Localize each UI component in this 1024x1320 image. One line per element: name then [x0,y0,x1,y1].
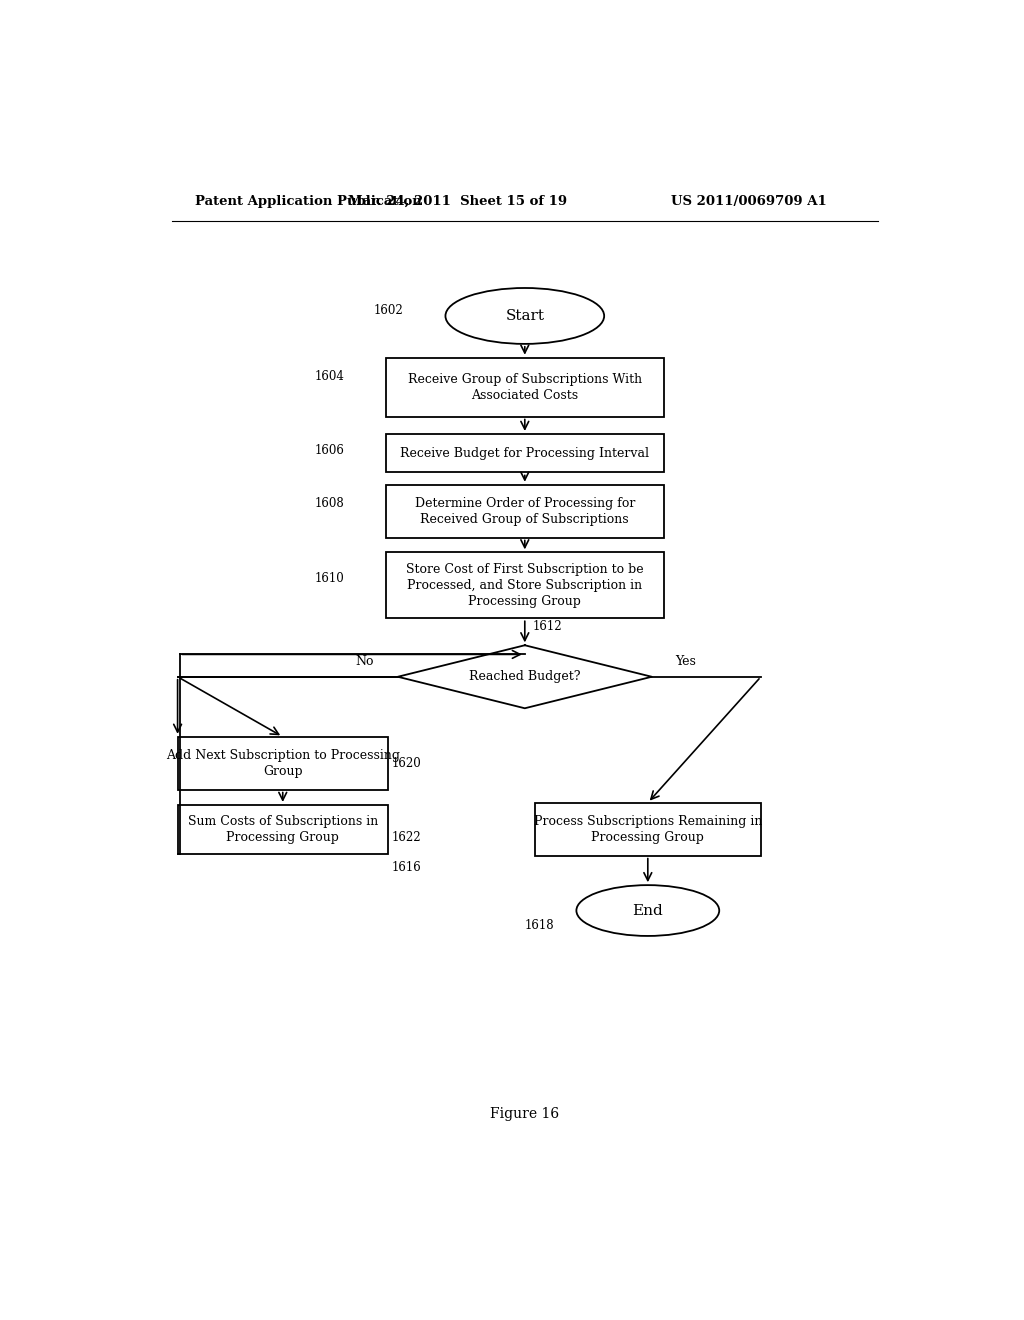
Text: Patent Application Publication: Patent Application Publication [196,194,422,207]
Text: Receive Budget for Processing Interval: Receive Budget for Processing Interval [400,446,649,459]
Text: Sum Costs of Subscriptions in
Processing Group: Sum Costs of Subscriptions in Processing… [187,814,378,843]
Text: Add Next Subscription to Processing
Group: Add Next Subscription to Processing Grou… [166,748,399,777]
Text: 1606: 1606 [314,444,344,457]
Text: Mar. 24, 2011  Sheet 15 of 19: Mar. 24, 2011 Sheet 15 of 19 [348,194,567,207]
Bar [386,358,664,417]
Text: 1618: 1618 [524,919,554,932]
Text: Figure 16: Figure 16 [490,1106,559,1121]
Text: 1616: 1616 [392,862,422,874]
Text: Start: Start [505,309,545,323]
Text: 1608: 1608 [314,498,344,511]
Bar [177,805,388,854]
Bar [535,803,761,855]
Bar [386,484,664,537]
Bar [386,552,664,618]
Text: Yes: Yes [676,655,696,668]
Text: 1612: 1612 [532,620,562,634]
Bar [386,434,664,473]
Text: No: No [355,655,374,668]
Text: Determine Order of Processing for
Received Group of Subscriptions: Determine Order of Processing for Receiv… [415,496,635,525]
Text: 1622: 1622 [392,830,422,843]
Text: Receive Group of Subscriptions With
Associated Costs: Receive Group of Subscriptions With Asso… [408,372,642,401]
Bar [177,737,388,789]
Text: 1602: 1602 [374,305,403,317]
Text: 1620: 1620 [392,756,422,770]
Text: US 2011/0069709 A1: US 2011/0069709 A1 [671,194,826,207]
Text: End: End [633,903,664,917]
Text: 1610: 1610 [314,572,344,585]
Text: Process Subscriptions Remaining in
Processing Group: Process Subscriptions Remaining in Proce… [534,814,762,843]
Text: 1604: 1604 [314,371,344,383]
Text: Reached Budget?: Reached Budget? [469,671,581,684]
Text: Store Cost of First Subscription to be
Processed, and Store Subscription in
Proc: Store Cost of First Subscription to be P… [406,562,644,607]
